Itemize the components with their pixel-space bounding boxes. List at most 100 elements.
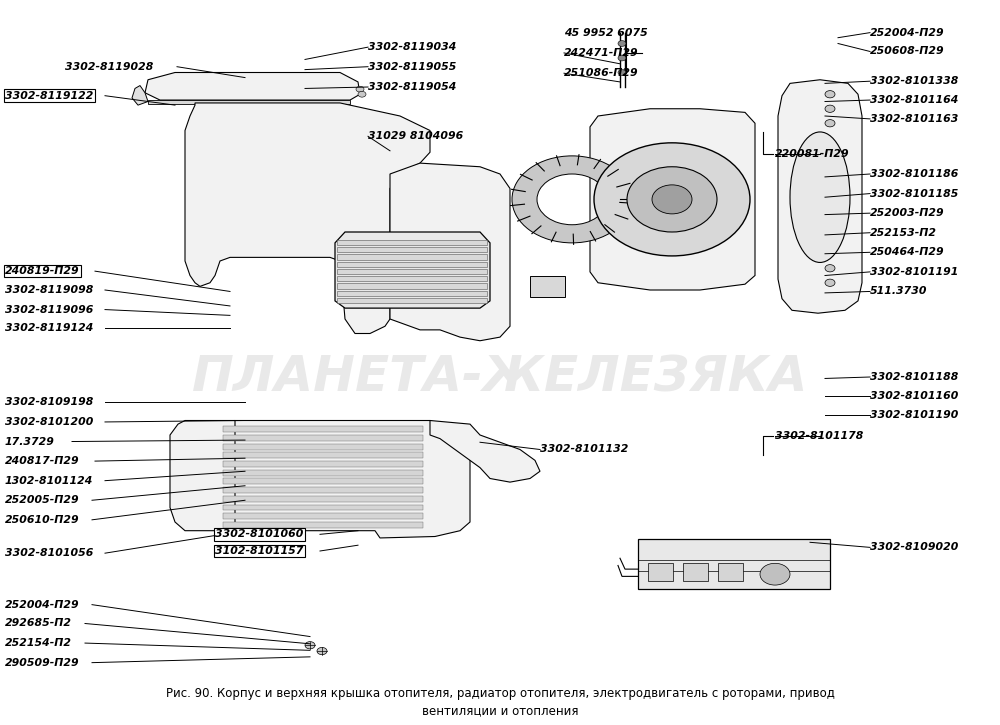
Circle shape — [825, 105, 835, 112]
Text: 3302-8101190: 3302-8101190 — [870, 410, 958, 420]
Circle shape — [825, 265, 835, 272]
Text: 3302-8119034: 3302-8119034 — [368, 42, 456, 52]
Polygon shape — [778, 80, 862, 313]
Text: 3302-8119055: 3302-8119055 — [368, 62, 456, 72]
Polygon shape — [215, 420, 470, 538]
Text: 45 9952 6075: 45 9952 6075 — [564, 28, 648, 38]
Text: 3302-8119096: 3302-8119096 — [5, 304, 93, 315]
Text: 3302-8119028: 3302-8119028 — [65, 62, 153, 72]
Text: 290509-П29: 290509-П29 — [5, 658, 80, 668]
Text: 3302-8119054: 3302-8119054 — [368, 82, 456, 92]
Bar — [337, 254, 487, 260]
Circle shape — [618, 55, 626, 61]
Circle shape — [618, 41, 626, 46]
Text: вентиляции и отопления: вентиляции и отопления — [422, 704, 578, 717]
Polygon shape — [132, 86, 148, 105]
Bar — [337, 276, 487, 281]
Ellipse shape — [790, 132, 850, 262]
Bar — [718, 563, 743, 581]
Polygon shape — [145, 72, 360, 100]
Text: 3302-8101186: 3302-8101186 — [870, 169, 958, 179]
Text: 3302-8101056: 3302-8101056 — [5, 548, 93, 558]
Bar — [223, 470, 423, 476]
Polygon shape — [390, 163, 510, 341]
Bar — [223, 461, 423, 467]
Circle shape — [627, 167, 717, 232]
Text: 252153-П2: 252153-П2 — [870, 228, 937, 238]
Bar — [223, 435, 423, 441]
Text: 3302-8101164: 3302-8101164 — [870, 95, 958, 105]
Text: 3302-8101200: 3302-8101200 — [5, 417, 93, 427]
Circle shape — [305, 642, 315, 649]
Polygon shape — [430, 420, 540, 482]
Circle shape — [825, 279, 835, 286]
Polygon shape — [335, 232, 490, 308]
Bar — [223, 513, 423, 519]
Text: 250464-П29: 250464-П29 — [870, 247, 945, 257]
Text: 242471-П29: 242471-П29 — [564, 48, 639, 58]
Text: 252004-П29: 252004-П29 — [5, 600, 80, 610]
Circle shape — [594, 143, 750, 256]
Text: 3302-8109020: 3302-8109020 — [870, 542, 958, 552]
Text: 3302-8101188: 3302-8101188 — [870, 372, 958, 382]
Text: 3302-8109198: 3302-8109198 — [5, 397, 93, 407]
Bar — [223, 496, 423, 502]
Text: 240817-П29: 240817-П29 — [5, 456, 80, 466]
Bar — [223, 478, 423, 484]
Text: 252154-П2: 252154-П2 — [5, 638, 72, 648]
FancyBboxPatch shape — [638, 539, 830, 589]
Polygon shape — [148, 100, 350, 104]
Circle shape — [760, 563, 790, 585]
Bar — [223, 522, 423, 528]
Bar — [337, 269, 487, 274]
Text: 292685-П2: 292685-П2 — [5, 618, 72, 629]
Text: ПЛАНЕТА-ЖЕЛЕЗЯКА: ПЛАНЕТА-ЖЕЛЕЗЯКА — [192, 353, 808, 401]
Text: 3102-8101157: 3102-8101157 — [215, 546, 303, 556]
Text: 250610-П29: 250610-П29 — [5, 515, 80, 525]
Bar — [337, 240, 487, 245]
Bar — [648, 563, 673, 581]
Text: 3302-8101191: 3302-8101191 — [870, 267, 958, 277]
Circle shape — [317, 647, 327, 655]
Text: 3302-8101060: 3302-8101060 — [215, 529, 303, 539]
Text: 220081-П29: 220081-П29 — [775, 149, 850, 159]
Text: 511.3730: 511.3730 — [870, 286, 928, 297]
Text: 252004-П29: 252004-П29 — [870, 28, 945, 38]
Text: 3302-8119098: 3302-8119098 — [5, 285, 93, 295]
Circle shape — [825, 91, 835, 98]
Bar — [337, 283, 487, 289]
Text: 252005-П29: 252005-П29 — [5, 495, 80, 505]
Text: 251086-П29: 251086-П29 — [564, 68, 639, 78]
Polygon shape — [590, 109, 755, 290]
Bar — [223, 505, 423, 510]
Text: 3302-8101185: 3302-8101185 — [870, 188, 958, 199]
Text: 3302-8101338: 3302-8101338 — [870, 76, 958, 86]
Circle shape — [652, 185, 692, 214]
Bar — [223, 487, 423, 493]
Circle shape — [825, 120, 835, 127]
Text: 250608-П29: 250608-П29 — [870, 46, 945, 57]
Circle shape — [356, 86, 364, 92]
Text: 3302-8119122: 3302-8119122 — [5, 91, 93, 101]
Polygon shape — [170, 420, 235, 531]
Text: 240819-П29: 240819-П29 — [5, 266, 80, 276]
Bar — [223, 444, 423, 450]
Bar — [337, 262, 487, 267]
Bar — [223, 452, 423, 458]
Wedge shape — [512, 156, 632, 243]
Circle shape — [618, 70, 626, 75]
Text: 3302-8101178: 3302-8101178 — [775, 431, 863, 442]
Text: 3302-8101160: 3302-8101160 — [870, 391, 958, 401]
Bar — [683, 563, 708, 581]
Text: 252003-П29: 252003-П29 — [870, 208, 945, 218]
Polygon shape — [530, 276, 565, 297]
Polygon shape — [185, 103, 430, 334]
Circle shape — [358, 91, 366, 97]
Bar — [223, 426, 423, 432]
Text: 3302-8101163: 3302-8101163 — [870, 114, 958, 124]
Bar — [337, 298, 487, 303]
Text: 1302-8101124: 1302-8101124 — [5, 476, 93, 486]
Text: 17.3729: 17.3729 — [5, 436, 55, 447]
Text: 3302-8119124: 3302-8119124 — [5, 323, 93, 334]
Text: 3302-8101132: 3302-8101132 — [540, 444, 628, 455]
